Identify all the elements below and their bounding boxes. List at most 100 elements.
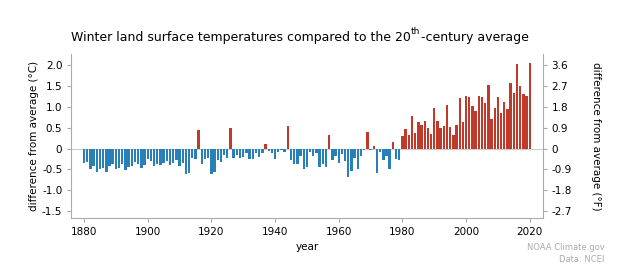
Bar <box>194 149 197 159</box>
Bar <box>516 64 518 149</box>
Bar <box>242 149 244 157</box>
Bar <box>328 135 330 149</box>
Bar <box>309 149 311 152</box>
Bar <box>337 149 340 163</box>
Bar <box>468 97 471 149</box>
Bar <box>490 119 493 149</box>
Bar <box>519 86 521 149</box>
Bar <box>398 149 401 160</box>
Bar <box>366 132 368 149</box>
Bar <box>414 134 417 149</box>
Bar <box>261 149 264 153</box>
Bar <box>433 108 435 149</box>
Bar <box>89 149 92 169</box>
Bar <box>210 149 213 175</box>
Bar <box>306 149 308 167</box>
Bar <box>529 63 531 149</box>
Bar <box>146 149 149 159</box>
Bar <box>112 149 114 164</box>
Bar <box>347 149 350 177</box>
Bar <box>407 135 410 149</box>
Bar <box>140 149 143 168</box>
Y-axis label: difference from average (°C): difference from average (°C) <box>29 61 39 211</box>
Bar <box>175 149 177 160</box>
Bar <box>370 149 372 150</box>
Bar <box>280 149 283 150</box>
Bar <box>185 149 187 174</box>
Bar <box>440 128 442 149</box>
Bar <box>420 125 423 149</box>
Bar <box>121 149 123 165</box>
Bar <box>395 149 397 159</box>
Bar <box>95 149 98 172</box>
Bar <box>411 116 413 149</box>
Bar <box>315 149 317 153</box>
Bar <box>510 83 512 149</box>
Bar <box>341 149 343 154</box>
Text: -century average: -century average <box>420 30 528 44</box>
Bar <box>449 127 451 149</box>
Bar <box>350 149 353 171</box>
Bar <box>108 149 111 166</box>
Bar <box>213 149 216 172</box>
Bar <box>487 85 490 149</box>
Bar <box>363 149 365 150</box>
Bar <box>264 144 267 149</box>
Bar <box>274 149 277 159</box>
Bar <box>446 105 448 149</box>
Bar <box>322 149 324 165</box>
Bar <box>436 121 438 149</box>
Bar <box>360 149 362 156</box>
Bar <box>166 149 168 161</box>
Bar <box>312 149 314 156</box>
Bar <box>118 149 120 168</box>
Bar <box>128 149 130 167</box>
Bar <box>500 113 502 149</box>
Bar <box>404 129 407 149</box>
Bar <box>474 111 477 149</box>
Bar <box>503 102 505 149</box>
Bar <box>331 149 334 160</box>
Bar <box>92 149 95 166</box>
Bar <box>286 126 289 149</box>
Bar <box>299 149 302 156</box>
Bar <box>223 149 225 155</box>
Bar <box>356 149 359 169</box>
Bar <box>443 126 445 149</box>
Bar <box>159 149 162 165</box>
Bar <box>455 125 458 149</box>
Bar <box>105 149 107 172</box>
Bar <box>522 94 525 149</box>
Bar <box>134 149 136 162</box>
Bar <box>179 149 181 166</box>
Bar <box>379 149 381 152</box>
Bar <box>462 122 464 149</box>
Bar <box>401 136 404 149</box>
Bar <box>417 122 420 149</box>
Bar <box>204 149 206 159</box>
Bar <box>344 149 347 161</box>
Bar <box>83 149 85 163</box>
Bar <box>207 149 210 158</box>
Bar <box>191 149 193 158</box>
Bar <box>392 142 394 149</box>
Bar <box>255 149 257 153</box>
Bar <box>423 121 426 149</box>
Bar <box>229 128 232 149</box>
Bar <box>293 149 295 165</box>
Bar <box>507 109 508 149</box>
Bar <box>513 93 515 149</box>
Bar <box>452 135 454 149</box>
Bar <box>497 97 499 149</box>
Bar <box>494 108 496 149</box>
Bar <box>252 149 254 159</box>
Bar <box>471 106 474 149</box>
Bar <box>143 149 146 165</box>
Bar <box>477 96 480 149</box>
Bar <box>249 149 250 159</box>
X-axis label: year: year <box>295 242 319 252</box>
Bar <box>115 149 117 169</box>
Text: th: th <box>411 27 420 36</box>
Bar <box>290 149 292 160</box>
Bar <box>219 149 222 162</box>
